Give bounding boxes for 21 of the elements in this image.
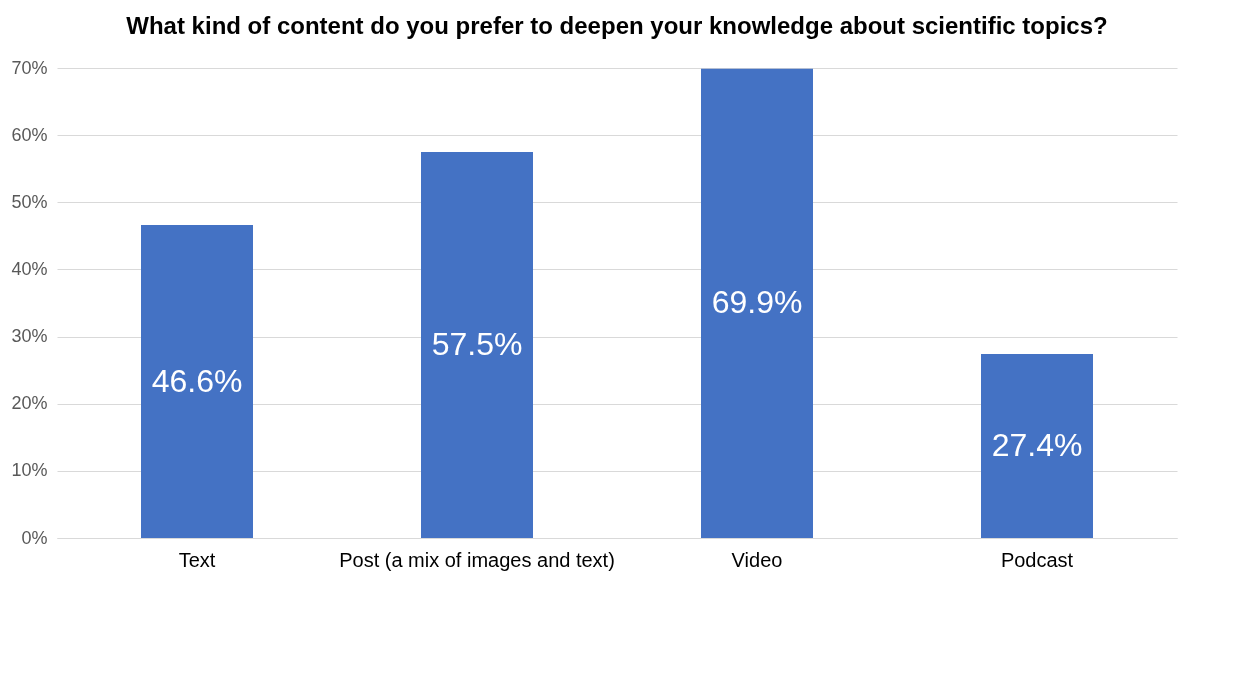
x-tick-label: Podcast	[1000, 548, 1074, 571]
bar	[141, 225, 253, 538]
data-label: 57.5%	[431, 325, 523, 362]
y-tick-label: 30%	[11, 326, 48, 347]
y-tick-label: 0%	[21, 527, 48, 548]
chart-title: What kind of content do you prefer to deepen your knowledge about scientific topics?	[126, 12, 1108, 39]
y-tick-label: 70%	[11, 57, 48, 78]
bar	[981, 354, 1093, 538]
y-tick-label: 40%	[11, 258, 48, 279]
data-label: 46.6%	[151, 362, 243, 399]
x-tick-label: Post (a mix of images and text)	[339, 548, 615, 571]
bar	[701, 68, 813, 538]
y-tick-label: 50%	[11, 191, 48, 212]
data-label: 69.9%	[711, 284, 803, 321]
y-tick-label: 10%	[11, 460, 48, 481]
data-label: 27.4%	[991, 427, 1083, 464]
bar	[421, 151, 533, 538]
y-tick-label: 60%	[11, 124, 48, 145]
x-tick-label: Video	[731, 548, 783, 571]
x-tick-label: Text	[178, 548, 216, 571]
y-tick-label: 20%	[11, 393, 48, 414]
